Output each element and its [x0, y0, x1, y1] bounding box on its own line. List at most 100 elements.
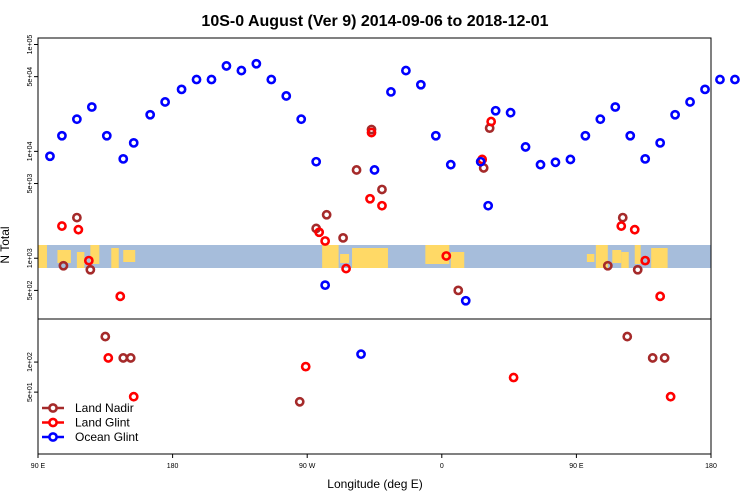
data-point: [685, 97, 695, 107]
data-point: [365, 193, 375, 204]
data-point: [629, 224, 640, 235]
data-point: [647, 353, 658, 363]
data-point: [86, 102, 97, 112]
y-tick-label: 5e+04: [27, 67, 34, 87]
data-point: [296, 114, 307, 125]
data-point: [441, 251, 452, 261]
plot-border: [37, 37, 712, 455]
land-region: [595, 245, 608, 268]
data-point: [610, 102, 621, 112]
data-point: [625, 130, 636, 141]
data-point: [83, 255, 94, 266]
data-point: [401, 65, 411, 76]
data-point: [602, 260, 613, 271]
y-tick-label: 1e+05: [27, 35, 34, 55]
data-point: [57, 130, 67, 141]
land-region: [612, 250, 622, 263]
data-point: [321, 209, 332, 220]
land-region: [76, 252, 85, 268]
data-point: [115, 291, 126, 302]
data-point: [85, 264, 96, 275]
data-point: [58, 260, 69, 271]
land-region: [322, 245, 339, 268]
x-tick-label: 180: [167, 463, 179, 470]
land-region: [123, 250, 136, 262]
data-point: [377, 200, 387, 211]
land-region: [111, 248, 119, 268]
x-tick-label: 180: [705, 463, 717, 470]
data-point: [128, 391, 139, 402]
data-point: [617, 212, 628, 223]
data-point: [632, 264, 643, 275]
data-point: [475, 156, 486, 167]
land-region: [651, 248, 668, 268]
data-point: [128, 137, 139, 148]
legend-swatch-marker: [48, 417, 58, 428]
data-point: [341, 263, 351, 274]
data-point: [445, 159, 456, 170]
data-point: [730, 74, 740, 85]
map-strip: [38, 245, 711, 268]
data-point: [486, 116, 497, 127]
data-point: [520, 142, 531, 152]
data-point: [320, 280, 331, 291]
land-region: [450, 252, 465, 268]
data-point: [369, 165, 380, 175]
y-axis: 5e+01 1e+02 5e+02 1e+03 5e+03 1e+04 5e+04 1e+05: [27, 35, 38, 402]
y-tick-label: 1e+03: [27, 248, 34, 268]
data-point: [366, 127, 377, 138]
data-point: [655, 137, 666, 148]
data-point: [670, 109, 681, 120]
data-point: [595, 114, 606, 125]
x-axis: 90 E 180 90 W 0 90 E 180: [31, 454, 717, 470]
data-point: [580, 130, 591, 141]
data-point: [386, 87, 396, 97]
y-tick-label: 5e+02: [27, 280, 34, 300]
data-point: [57, 221, 67, 231]
land-region: [621, 252, 629, 268]
data-point: [191, 74, 202, 85]
land-region: [340, 254, 350, 263]
data-point: [505, 107, 516, 118]
data-point: [251, 58, 262, 69]
land-region: [38, 245, 47, 268]
land-region: [352, 248, 388, 268]
data-point: [640, 255, 651, 266]
data-point: [45, 151, 55, 162]
data-point: [236, 65, 247, 76]
chart-title: 10S-0 August (Ver 9) 2014-09-06 to 2018-…: [201, 13, 548, 30]
data-point: [351, 165, 362, 175]
data-point: [377, 184, 387, 195]
data-point: [659, 353, 670, 363]
y-tick-label: 5e+03: [27, 174, 34, 194]
data-point: [145, 109, 156, 120]
data-point: [508, 372, 519, 383]
data-point: [338, 232, 348, 243]
data-point: [300, 361, 311, 372]
plot-frame: [37, 37, 712, 455]
x-tick-label: 90 E: [569, 463, 584, 470]
data-point: [715, 74, 725, 85]
data-point: [453, 285, 464, 296]
legend-label: Land Nadir: [75, 401, 134, 415]
legend-swatch-marker: [48, 432, 58, 442]
legend-swatch-marker: [48, 403, 58, 413]
data-point: [221, 61, 232, 71]
data-point: [483, 200, 494, 211]
data-point: [665, 391, 676, 402]
data-point: [535, 159, 546, 170]
data-point: [71, 114, 82, 125]
y-tick-label: 5e+01: [27, 382, 34, 402]
data-point: [118, 353, 129, 363]
data-point: [160, 97, 171, 107]
data-point: [616, 221, 627, 231]
data-point: [550, 157, 561, 168]
land-region: [57, 250, 71, 263]
data-point: [415, 79, 426, 90]
data-point: [103, 353, 114, 363]
data-point: [640, 154, 651, 164]
x-axis-label: Longitude (deg E): [327, 477, 422, 491]
legend-label: Land Glint: [75, 416, 130, 430]
